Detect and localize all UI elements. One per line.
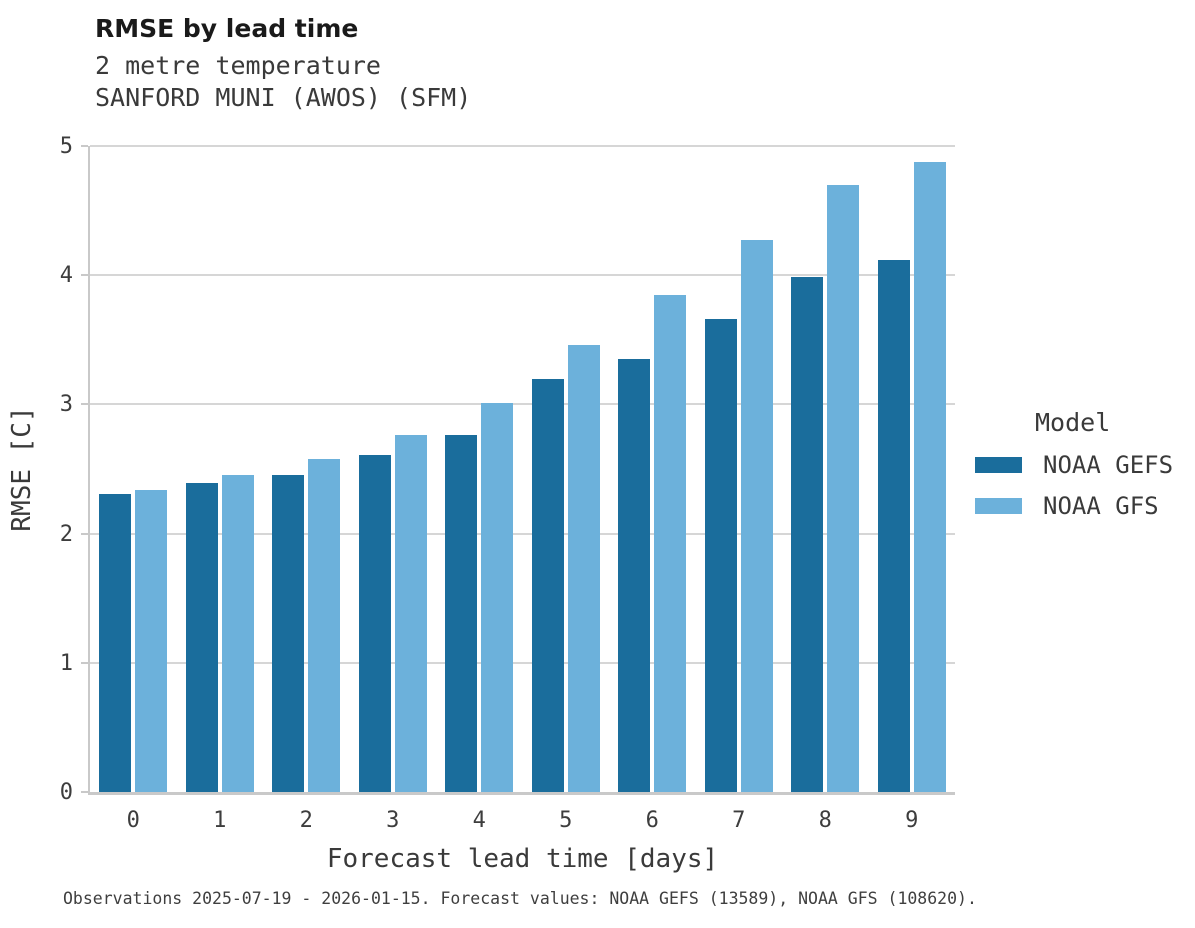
legend: Model NOAA GEFS NOAA GFS [975,408,1173,533]
gridline-y4 [90,274,955,277]
x-tick-label-5: 5 [559,808,573,833]
y-tick-label-1: 1 [59,650,73,676]
bar-noaa-gefs-lead-4 [445,435,478,792]
y-tick-mark-5 [81,145,88,147]
y-tick-label-5: 5 [59,134,73,159]
gridline-y5 [90,145,955,147]
bar-noaa-gefs-lead-2 [272,475,305,792]
bar-group-4 [436,146,523,792]
bar-noaa-gefs-lead-9 [877,259,910,792]
x-axis-title: Forecast lead time [days] [326,844,719,874]
x-tick-label-9: 9 [905,808,919,833]
y-tick-mark-2 [81,532,88,535]
y-tick-label-4: 4 [59,263,73,289]
bar-noaa-gfs-lead-2 [308,458,341,792]
legend-label: NOAA GFS [1043,492,1159,520]
chart-subtitle-line2: SANFORD MUNI (AWOS) (SFM) [95,83,472,112]
bar-group-1 [177,146,264,792]
bar-group-5 [523,146,610,792]
bar-noaa-gefs-lead-5 [531,378,564,792]
x-tick-label-3: 3 [386,808,400,833]
legend-row-noaa-gfs: NOAA GFS [975,492,1173,520]
x-axis-tick-labels: 0 1 2 3 4 5 6 7 8 9 [90,808,955,833]
x-tick-label-0: 0 [126,808,140,833]
bar-noaa-gfs-lead-6 [654,294,687,792]
x-tick-label-2: 2 [299,808,313,833]
bar-noaa-gfs-lead-8 [827,184,860,792]
bar-noaa-gefs-lead-7 [704,319,737,792]
y-tick-label-0: 0 [59,780,73,805]
x-tick-label-1: 1 [213,808,227,833]
bar-noaa-gfs-lead-5 [567,344,600,792]
y-tick-mark-1 [81,661,88,664]
bar-group-7 [696,146,783,792]
bar-group-6 [609,146,696,792]
y-tick-mark-0 [81,791,88,793]
x-tick-label-7: 7 [732,808,746,833]
bar-group-2 [263,146,350,792]
bar-noaa-gefs-lead-3 [358,454,391,792]
bar-group-8 [782,146,869,792]
bar-noaa-gfs-lead-1 [221,475,254,792]
gridline-y3 [90,403,955,406]
bar-noaa-gfs-lead-0 [135,489,168,792]
legend-swatch-icon [975,457,1022,473]
bar-group-9 [869,146,956,792]
chart-subtitle: 2 metre temperature SANFORD MUNI (AWOS) … [95,50,471,114]
legend-rows: NOAA GEFS NOAA GFS [975,451,1173,520]
y-tick-mark-4 [81,274,88,277]
x-tick-label-4: 4 [472,808,486,833]
y-tick-mark-3 [81,403,88,406]
bar-noaa-gefs-lead-1 [185,483,218,792]
legend-label: NOAA GEFS [1043,451,1174,479]
footer-caption: Observations 2025-07-19 - 2026-01-15. Fo… [63,889,977,908]
y-tick-label-3: 3 [59,392,73,418]
legend-title: Model [1035,408,1111,437]
legend-row-noaa-gefs: NOAA GEFS [975,451,1173,479]
chart-subtitle-line1: 2 metre temperature [95,51,381,80]
bars-container [90,146,955,792]
legend-swatch-icon [975,498,1022,514]
x-tick-label-8: 8 [818,808,832,833]
bar-noaa-gfs-lead-9 [913,161,946,792]
plot-area: 0 1 2 3 4 5 0 1 2 3 4 5 6 7 8 9 Forecast lead time [da… [7,134,955,874]
bar-noaa-gefs-lead-8 [791,276,824,792]
y-axis-title: RMSE [C] [7,406,37,532]
y-tick-label-2: 2 [59,521,73,547]
gridline-y2 [90,532,955,535]
bar-noaa-gfs-lead-7 [740,240,773,792]
bar-noaa-gfs-lead-3 [394,435,427,792]
gridline-y1 [90,661,955,664]
chart-title: RMSE by lead time [95,14,359,43]
bar-noaa-gefs-lead-0 [99,493,132,792]
bar-noaa-gfs-lead-4 [481,403,514,792]
x-tick-label-6: 6 [645,808,659,833]
bar-group-0 [90,146,177,792]
bar-group-3 [350,146,437,792]
bar-noaa-gefs-lead-6 [618,359,651,792]
